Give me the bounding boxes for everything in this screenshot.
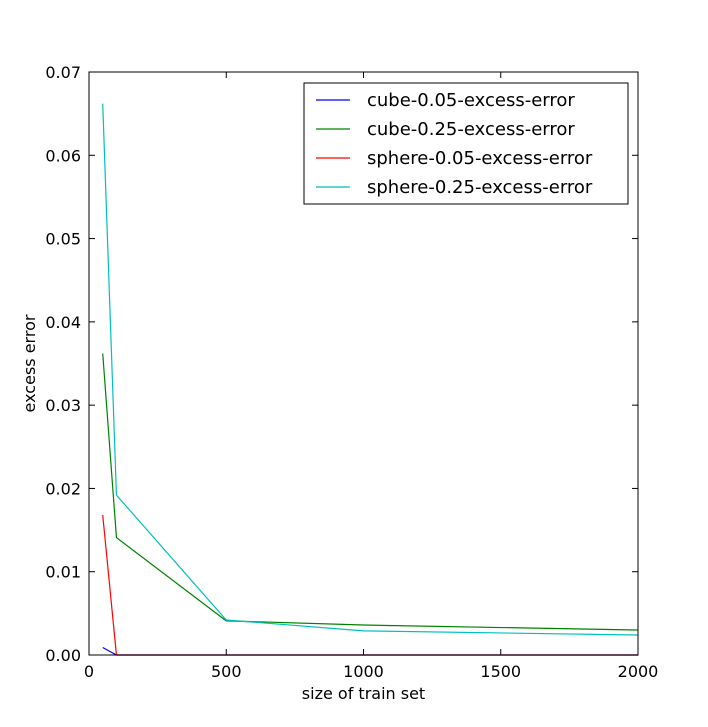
series-line-2: [102, 353, 639, 631]
series-line-4: [102, 103, 639, 636]
y-axis-title: excess error: [20, 314, 39, 412]
legend: cube-0.05-excess-error cube-0.25-excess-e…: [303, 82, 629, 205]
legend-box: [303, 82, 629, 205]
y-tick-label: 0.03: [45, 396, 81, 415]
y-tick-label: 0.02: [45, 479, 81, 498]
legend-label-4: sphere-0.25-excess-error: [367, 177, 593, 198]
axis-ticks: [88, 71, 639, 656]
x-tick-label: 0: [84, 662, 94, 681]
legend-label-1: cube-0.05-excess-error: [367, 90, 575, 111]
y-tick-label: 0.06: [45, 146, 81, 165]
y-tick-label: 0.04: [45, 313, 81, 332]
y-tick-label: 0.05: [45, 230, 81, 249]
tick-labels: 0 500 1000 1500 2000 0.00 0.01 0.02 0.03 0.04 0.05…: [45, 63, 658, 681]
legend-label-3: sphere-0.05-excess-error: [367, 148, 593, 169]
x-tick-label: 1000: [343, 662, 384, 681]
y-tick-label: 0.01: [45, 563, 81, 582]
x-tick-label: 2000: [618, 662, 659, 681]
x-axis-title: size of train set: [302, 684, 425, 703]
legend-label-2: cube-0.25-excess-error: [367, 119, 575, 140]
y-tick-label: 0.00: [45, 646, 81, 665]
y-tick-label: 0.07: [45, 63, 81, 82]
x-tick-label: 1500: [480, 662, 521, 681]
x-tick-label: 500: [211, 662, 242, 681]
